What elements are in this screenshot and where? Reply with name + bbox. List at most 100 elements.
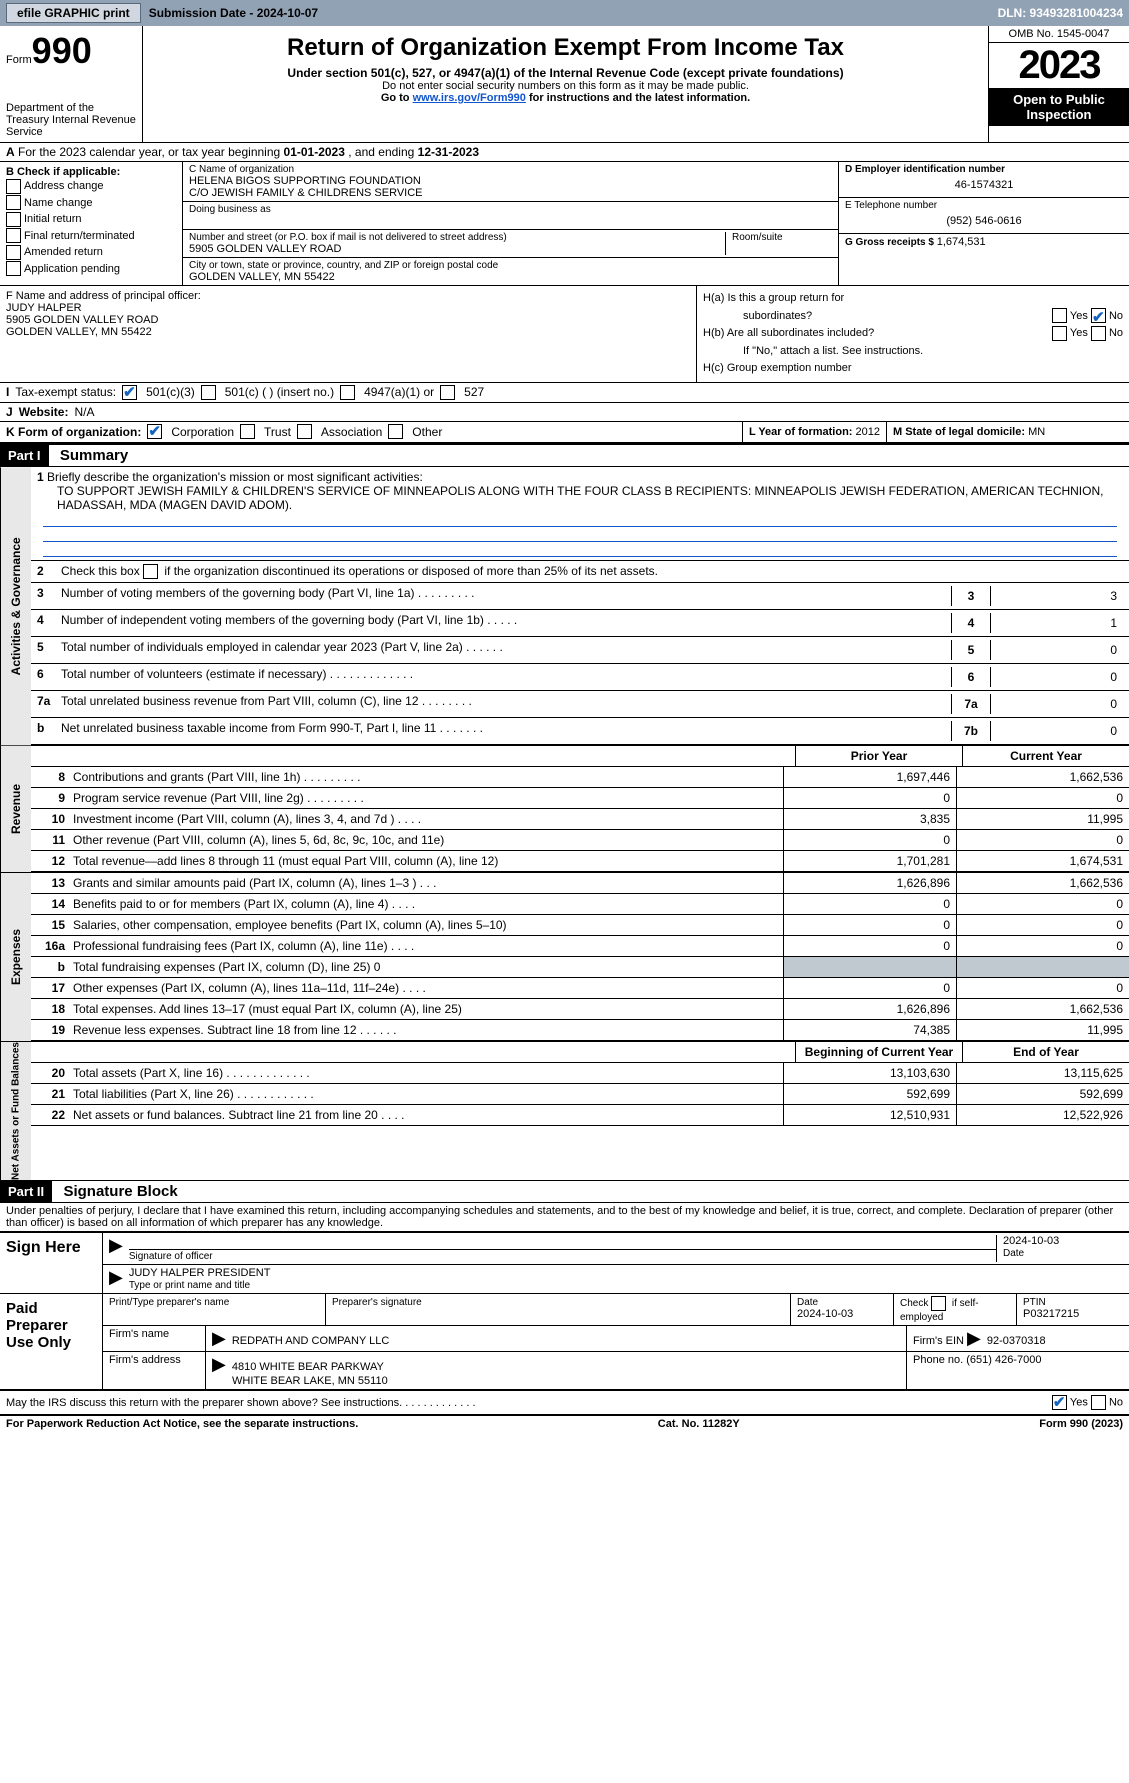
efile-print-button[interactable]: efile GRAPHIC print bbox=[6, 3, 141, 23]
line-20: 20Total assets (Part X, line 16) . . . .… bbox=[31, 1063, 1129, 1084]
ha-label: H(a) Is this a group return for bbox=[703, 290, 844, 308]
line-10: 10Investment income (Part VIII, column (… bbox=[31, 809, 1129, 830]
firm-addr2: WHITE BEAR LAKE, MN 55110 bbox=[232, 1375, 388, 1387]
check-address[interactable]: Address change bbox=[6, 178, 176, 195]
gov-line-5: 5Total number of individuals employed in… bbox=[31, 637, 1129, 664]
dln: DLN: 93493281004234 bbox=[998, 6, 1123, 20]
check-assoc[interactable] bbox=[297, 424, 312, 439]
line-17: 17Other expenses (Part IX, column (A), l… bbox=[31, 978, 1129, 999]
part2-title: Signature Block bbox=[55, 1180, 185, 1203]
check-final[interactable]: Final return/terminated bbox=[6, 228, 176, 245]
line-21: 21Total liabilities (Part X, line 26) . … bbox=[31, 1084, 1129, 1105]
page-footer: For Paperwork Reduction Act Notice, see … bbox=[0, 1414, 1129, 1432]
mission-label: Briefly describe the organization's miss… bbox=[47, 470, 423, 484]
rev-vlabel: Revenue bbox=[0, 746, 31, 872]
boy-head: Beginning of Current Year bbox=[796, 1042, 963, 1062]
line2-text: Check this box if the organization disco… bbox=[61, 564, 1123, 579]
line-22: 22Net assets or fund balances. Subtract … bbox=[31, 1105, 1129, 1126]
check-initial[interactable]: Initial return bbox=[6, 211, 176, 228]
check-pending[interactable]: Application pending bbox=[6, 261, 176, 278]
inspection-badge: Open to Public Inspection bbox=[989, 88, 1129, 126]
prep-phone: (651) 426-7000 bbox=[966, 1354, 1041, 1366]
hb-note: If "No," attach a list. See instructions… bbox=[743, 343, 1123, 361]
footer-right: Form 990 (2023) bbox=[1039, 1418, 1123, 1430]
line-14: 14Benefits paid to or for members (Part … bbox=[31, 894, 1129, 915]
col-b-label: B Check if applicable: bbox=[6, 166, 176, 178]
part1-governance: Activities & Governance 1 Briefly descri… bbox=[0, 466, 1129, 745]
gross-value: 1,674,531 bbox=[937, 236, 986, 248]
tax-exempt-label: Tax-exempt status: bbox=[15, 385, 116, 399]
check-name[interactable]: Name change bbox=[6, 195, 176, 212]
form-title: Return of Organization Exempt From Incom… bbox=[153, 34, 978, 62]
form-subtitle: Under section 501(c), 527, or 4947(a)(1)… bbox=[153, 66, 978, 80]
col-h: H(a) Is this a group return for subordin… bbox=[697, 286, 1129, 382]
check-amended[interactable]: Amended return bbox=[6, 244, 176, 261]
check-corp[interactable] bbox=[147, 424, 162, 439]
website-value: N/A bbox=[74, 405, 94, 419]
check-501c[interactable] bbox=[201, 385, 216, 400]
sign-here-label: Sign Here bbox=[0, 1233, 103, 1293]
irs-link[interactable]: www.irs.gov/Form990 bbox=[413, 92, 526, 104]
eoy-head: End of Year bbox=[963, 1042, 1129, 1062]
officer-addr1: 5905 GOLDEN VALLEY ROAD bbox=[6, 314, 690, 326]
section-bcd: B Check if applicable: Address change Na… bbox=[0, 162, 1129, 286]
state-domicile: M State of legal domicile: MN bbox=[887, 422, 1129, 442]
row-a: A For the 2023 calendar year, or tax yea… bbox=[0, 143, 1129, 162]
part1-label: Part I bbox=[0, 445, 49, 466]
ptin-value: P03217215 bbox=[1023, 1308, 1079, 1320]
org-co: C/O JEWISH FAMILY & CHILDRENS SERVICE bbox=[189, 187, 832, 199]
officer-name: JUDY HALPER bbox=[6, 302, 690, 314]
discuss-no[interactable] bbox=[1091, 1395, 1106, 1410]
part1-netassets: Net Assets or Fund Balances Beginning of… bbox=[0, 1041, 1129, 1180]
line-18: 18Total expenses. Add lines 13–17 (must … bbox=[31, 999, 1129, 1020]
discuss-line: May the IRS discuss this return with the… bbox=[0, 1390, 1129, 1414]
form-header: Form990 Department of the Treasury Inter… bbox=[0, 26, 1129, 143]
check-527[interactable] bbox=[440, 385, 455, 400]
part1-title: Summary bbox=[52, 444, 136, 467]
check-501c3[interactable] bbox=[122, 385, 137, 400]
org-city: GOLDEN VALLEY, MN 55422 bbox=[189, 271, 832, 283]
omb-number: OMB No. 1545-0047 bbox=[989, 26, 1129, 43]
footer-left: For Paperwork Reduction Act Notice, see … bbox=[6, 1418, 358, 1430]
col-d: D Employer identification number 46-1574… bbox=[839, 162, 1129, 285]
city-label: City or town, state or province, country… bbox=[189, 260, 832, 271]
officer-addr2: GOLDEN VALLEY, MN 55422 bbox=[6, 326, 690, 338]
section-fh: F Name and address of principal officer:… bbox=[0, 286, 1129, 383]
line-16a: 16aProfessional fundraising fees (Part I… bbox=[31, 936, 1129, 957]
ein-label: D Employer identification number bbox=[845, 164, 1123, 175]
line-19: 19Revenue less expenses. Subtract line 1… bbox=[31, 1020, 1129, 1041]
gross-label: G Gross receipts $ bbox=[845, 237, 937, 248]
firm-addr1: 4810 WHITE BEAR PARKWAY bbox=[232, 1361, 384, 1373]
tax-year: 2023 bbox=[989, 43, 1129, 88]
col-f: F Name and address of principal officer:… bbox=[0, 286, 697, 382]
discuss-yes[interactable] bbox=[1052, 1395, 1067, 1410]
check-discontinued[interactable] bbox=[143, 564, 158, 579]
firm-name: REDPATH AND COMPANY LLC bbox=[232, 1335, 390, 1347]
row-k-label: K Form of organization: bbox=[6, 425, 141, 439]
gov-vlabel: Activities & Governance bbox=[0, 467, 31, 745]
top-bar: efile GRAPHIC print Submission Date - 20… bbox=[0, 0, 1129, 26]
addr-label: Number and street (or P.O. box if mail i… bbox=[189, 232, 725, 243]
part2-label: Part II bbox=[0, 1181, 52, 1202]
part2-header-row: Part II Signature Block bbox=[0, 1180, 1129, 1202]
line-9: 9Program service revenue (Part VIII, lin… bbox=[31, 788, 1129, 809]
exp-vlabel: Expenses bbox=[0, 873, 31, 1041]
website-label: Website: bbox=[19, 405, 69, 419]
current-year-head: Current Year bbox=[963, 746, 1129, 766]
year-formation: L Year of formation: 2012 bbox=[743, 422, 887, 442]
line-b: bTotal fundraising expenses (Part IX, co… bbox=[31, 957, 1129, 978]
part1-expenses: Expenses 13Grants and similar amounts pa… bbox=[0, 872, 1129, 1041]
form-number: Form990 bbox=[6, 30, 136, 72]
part1-revenue: Revenue Prior YearCurrent Year 8Contribu… bbox=[0, 745, 1129, 872]
footer-mid: Cat. No. 11282Y bbox=[658, 1418, 740, 1430]
check-other[interactable] bbox=[388, 424, 403, 439]
part1-header-row: Part I Summary bbox=[0, 443, 1129, 466]
org-name: HELENA BIGOS SUPPORTING FOUNDATION bbox=[189, 175, 832, 187]
section-ijk: I Tax-exempt status: 501(c)(3) 501(c) ( … bbox=[0, 383, 1129, 443]
gov-line-3: 3Number of voting members of the governi… bbox=[31, 583, 1129, 610]
check-trust[interactable] bbox=[240, 424, 255, 439]
col-b: B Check if applicable: Address change Na… bbox=[0, 162, 183, 285]
paid-preparer-label: Paid Preparer Use Only bbox=[0, 1294, 103, 1389]
declaration: Under penalties of perjury, I declare th… bbox=[0, 1202, 1129, 1231]
check-4947[interactable] bbox=[340, 385, 355, 400]
